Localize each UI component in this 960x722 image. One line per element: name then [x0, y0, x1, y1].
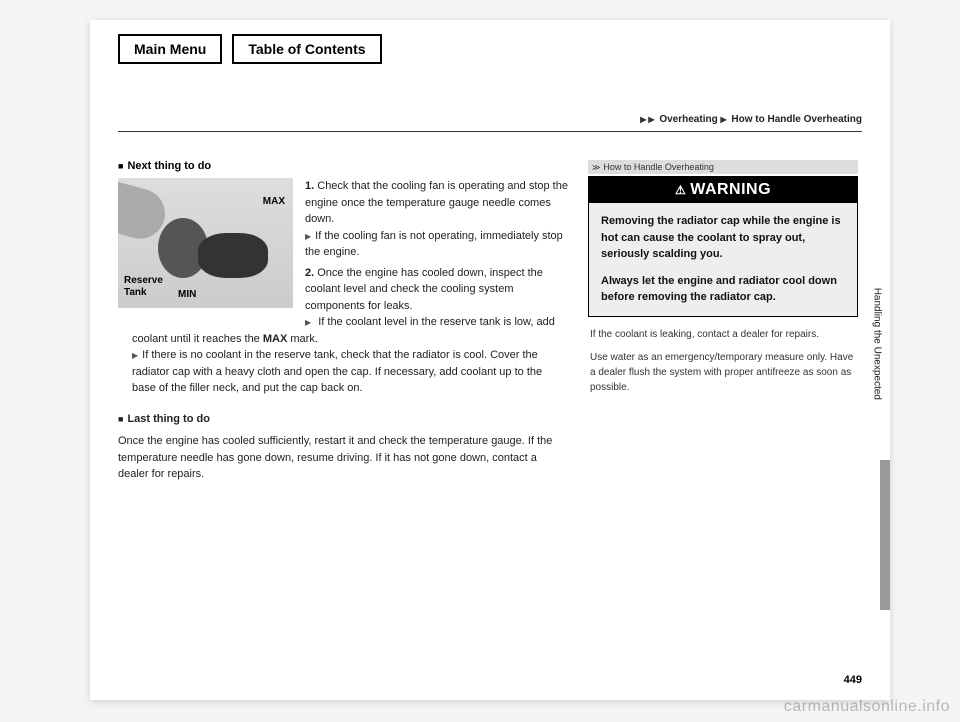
breadcrumb-subsection: How to Handle Overheating: [731, 114, 862, 125]
note-paragraph: If the coolant is leaking, contact a dea…: [590, 327, 856, 342]
heading-text: Next thing to do: [127, 160, 211, 172]
warning-paragraph: Removing the radiator cap while the engi…: [601, 213, 845, 263]
nav-button-row: Main Menu Table of Contents: [118, 34, 862, 64]
warning-body: Removing the radiator cap while the engi…: [589, 203, 857, 316]
warning-paragraph: Always let the engine and radiator cool …: [601, 273, 845, 306]
section-heading: ■ Last thing to do: [118, 411, 568, 428]
warning-title: ⚠ WARNING: [589, 177, 857, 203]
engine-shape: [198, 233, 268, 278]
section-body: Once the engine has cooled sufficiently,…: [118, 433, 568, 483]
warning-icon: ⚠: [675, 183, 686, 197]
after-warning: If the coolant is leaking, contact a dea…: [588, 317, 858, 395]
step-number: 2.: [305, 267, 314, 279]
step-text: Check that the cooling fan is operating …: [305, 180, 568, 225]
breadcrumb: ▶▶ Overheating ▶ How to Handle Overheati…: [118, 114, 862, 132]
side-tab-label: Handling the Unexpected: [871, 288, 882, 400]
triangle-icon: ▶: [720, 115, 726, 124]
step-sub-part: mark.: [287, 333, 318, 345]
step-number: 1.: [305, 180, 314, 192]
side-tab: [880, 460, 890, 610]
triangle-icon: ▶: [648, 115, 654, 124]
note-header: How to Handle Overheating: [588, 160, 858, 174]
right-column: How to Handle Overheating ⚠ WARNING Remov…: [588, 160, 858, 483]
last-section: ■ Last thing to do Once the engine has co…: [118, 401, 568, 483]
toc-button[interactable]: Table of Contents: [232, 34, 381, 64]
heading-text: Last thing to do: [127, 413, 209, 425]
reserve-label: Reserve: [124, 275, 163, 286]
step-sub: If there is no coolant in the reserve ta…: [118, 347, 568, 397]
breadcrumb-section: Overheating: [659, 114, 717, 125]
note-paragraph: Use water as an emergency/temporary meas…: [590, 350, 856, 395]
reserve-tank-illustration: MAX MIN Reserve Tank: [118, 178, 293, 308]
page-number: 449: [844, 674, 862, 686]
triangle-icon: ▶: [640, 115, 646, 124]
min-label: MIN: [178, 289, 196, 300]
step-sub-bold: MAX: [263, 333, 287, 345]
manual-page: Main Menu Table of Contents ▶▶ Overheati…: [90, 20, 890, 700]
section-heading: ■ Next thing to do: [118, 160, 568, 172]
step-sub-part: If the coolant level in the reserve tank…: [132, 316, 555, 345]
left-column: ■ Next thing to do MAX MIN Reserve Tank 1…: [118, 160, 568, 483]
watermark: carmanualsonline.info: [784, 698, 950, 716]
square-bullet-icon: ■: [118, 161, 123, 171]
max-label: MAX: [263, 196, 285, 207]
step-sub: If the coolant level in the reserve tank…: [118, 314, 568, 347]
step-text: Once the engine has cooled down, inspect…: [305, 267, 543, 312]
square-bullet-icon: ■: [118, 414, 123, 424]
main-menu-button[interactable]: Main Menu: [118, 34, 222, 64]
warning-title-text: WARNING: [690, 181, 771, 198]
content-columns: ■ Next thing to do MAX MIN Reserve Tank 1…: [118, 160, 862, 483]
tank-label: Tank: [124, 287, 147, 298]
warning-box: ⚠ WARNING Removing the radiator cap while…: [588, 176, 858, 317]
